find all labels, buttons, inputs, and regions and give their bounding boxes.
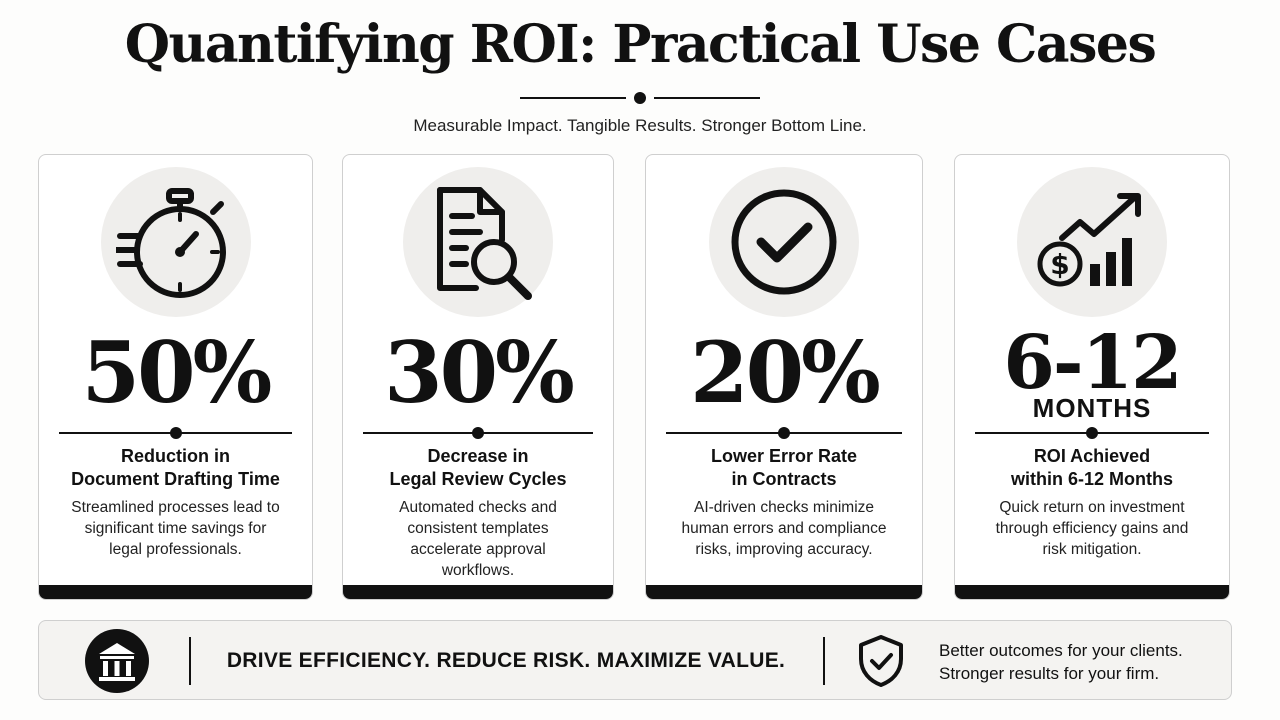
page-title: Quantifying ROI: Practical Use Cases: [124, 14, 1157, 75]
stopwatch-icon: [115, 188, 226, 298]
card-description: Automated checks and consistent templates…: [399, 499, 557, 579]
footer-note: Better outcomes for your clients. Stronge…: [939, 641, 1183, 683]
bank-icon: [85, 629, 149, 693]
icon-badge: $: [1017, 167, 1167, 317]
icon-badge: [709, 167, 859, 317]
card-divider: [975, 425, 1209, 439]
card-description: Streamlined processes lead to significant…: [71, 499, 280, 558]
footer-separator: [189, 637, 191, 685]
shield-check-icon: [859, 635, 903, 687]
card-title: Decrease in Legal Review Cycles: [389, 446, 567, 489]
icon-badge: [100, 167, 251, 317]
card-divider: [59, 425, 292, 439]
card-divider: [363, 425, 593, 439]
card-divider: [666, 425, 902, 439]
money-growth-chart-icon: $: [1037, 193, 1141, 287]
icon-badge: [403, 167, 553, 317]
svg-text:$: $: [1050, 248, 1069, 281]
stat-card-roi-timeline: $ 6-12 MONTHS ROI Achieved within 6-12 Mo…: [954, 154, 1230, 600]
stat-value: 20%: [690, 323, 881, 422]
card-description: AI-driven checks minimize human errors an…: [681, 499, 887, 558]
title-divider: [520, 92, 760, 104]
stat-card-drafting-time: 50% Reduction in Document Drafting Time S…: [38, 154, 313, 600]
card-title: Reduction in Document Drafting Time: [71, 446, 280, 489]
stat-card-error-rate: 20% Lower Error Rate in Contracts AI-driv…: [645, 154, 923, 600]
stat-value: 50%: [81, 323, 273, 422]
stat-value: 6-12: [1003, 320, 1182, 406]
footer-separator: [823, 637, 825, 685]
page-subtitle: Measurable Impact. Tangible Results. Str…: [413, 116, 867, 135]
footer-tagline: DRIVE EFFICIENCY. REDUCE RISK. MAXIMIZE …: [226, 649, 786, 672]
card-title: Lower Error Rate in Contracts: [710, 446, 858, 489]
card-title: ROI Achieved within 6-12 Months: [1011, 446, 1173, 489]
stat-card-review-cycles: 30% Decrease in Legal Review Cycles Autom…: [342, 154, 614, 600]
checkmark-circle-icon: [731, 189, 837, 295]
card-description: Quick return on investment through effici…: [995, 499, 1189, 558]
stat-value: 30%: [384, 323, 575, 422]
stat-unit: MONTHS: [1032, 393, 1152, 423]
footer-banner: DRIVE EFFICIENCY. REDUCE RISK. MAXIMIZE …: [38, 620, 1232, 700]
document-search-icon: [437, 187, 532, 300]
